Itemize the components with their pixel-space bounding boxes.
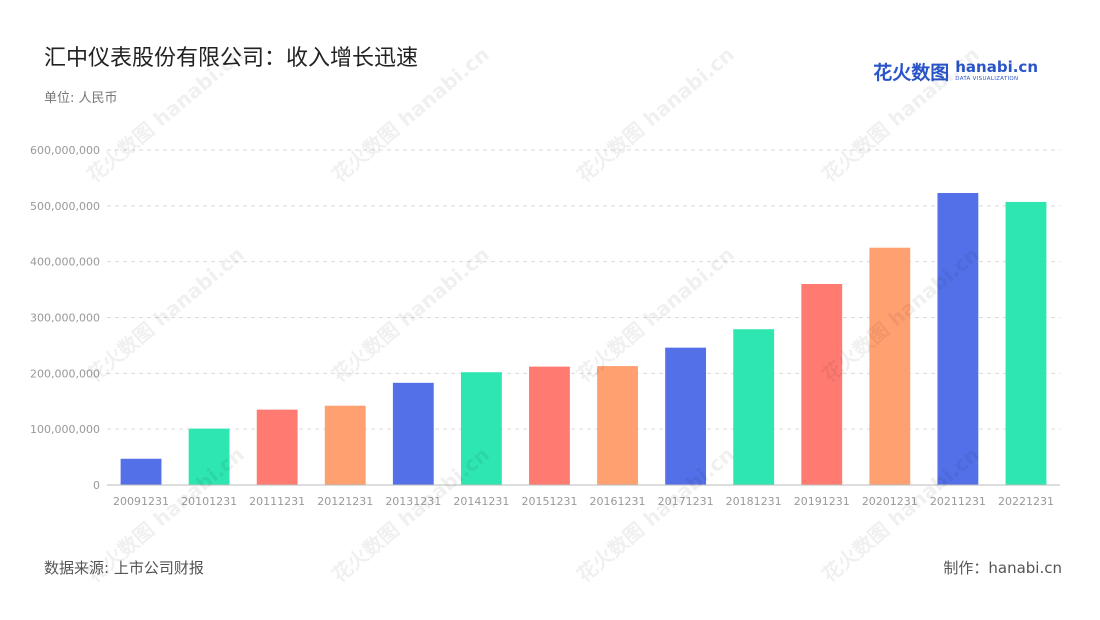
watermark: 花火数图 hanabi.cn [82,242,249,387]
y-tick-label: 600,000,000 [30,144,100,157]
bar-layer [120,192,1047,486]
unit-label: 单位: 人民币 [44,91,118,106]
brand-logo: 花火数图 hanabi.cn DATA VISUALIZATION [873,58,1038,85]
watermark: 花火数图 hanabi.cn [817,42,984,187]
y-tick-label: 200,000,000 [30,367,100,380]
bar-20201231 [869,247,911,485]
x-tick-label: 20121231 [317,495,373,508]
watermark: 花火数图 hanabi.cn [327,242,494,387]
x-tick-label: 20091231 [113,495,169,508]
y-tick-label: 0 [93,479,100,492]
bar-20111231 [256,409,298,485]
watermark: 花火数图 hanabi.cn [572,242,739,387]
bar-20121231 [324,405,366,485]
brand-logo-cn: 花火数图 [873,62,950,84]
data-source-note: 数据来源: 上市公司财报 [44,559,204,577]
x-tick-label: 20221231 [998,495,1054,508]
x-tick-label: 20161231 [590,495,646,508]
bar-20211231 [937,192,979,485]
bar-20191231 [801,284,843,485]
x-tick-label: 20101231 [181,495,237,508]
x-tick-label: 20111231 [249,495,305,508]
brand-logo-en-block: hanabi.cn DATA VISUALIZATION [955,60,1038,83]
watermark: 花火数图 hanabi.cn [572,42,739,187]
brand-logo-tagline: DATA VISUALIZATION [955,76,1019,83]
axis-layer: 0 100,000,000 200,000,000 300,000,000 400,00… [30,144,1060,508]
x-tick-label: 20181231 [726,495,782,508]
bar-20141231 [460,372,502,485]
bar-20101231 [188,428,230,485]
bar-20161231 [597,366,638,485]
y-tick-label: 300,000,000 [30,312,100,325]
watermark: 花火数图 hanabi.cn [82,42,249,187]
bar-20151231 [529,366,570,485]
watermark: 花火数图 hanabi.cn [327,42,494,187]
y-tick-label: 400,000,000 [30,256,100,269]
x-tick-label: 20131231 [385,495,441,508]
y-tick-label: 100,000,000 [30,423,100,436]
y-tick-label: 500,000,000 [30,200,100,213]
bar-20171231 [665,347,707,485]
x-tick-label: 20191231 [794,495,850,508]
x-tick-label: 20201231 [862,495,918,508]
bar-20181231 [733,329,775,485]
x-tick-label: 20151231 [521,495,577,508]
bar-20221231 [1005,201,1047,486]
brand-logo-en: hanabi.cn [955,58,1038,77]
bar-20131231 [392,382,434,485]
x-tick-label: 20141231 [453,495,509,508]
x-tick-label: 20171231 [658,495,714,508]
credit-note: 制作：hanabi.cn [943,559,1062,577]
bar-20091231 [120,458,162,485]
x-tick-label: 20211231 [930,495,986,508]
chart-title: 汇中仪表股份有限公司：收入增长迅速 [44,46,419,71]
